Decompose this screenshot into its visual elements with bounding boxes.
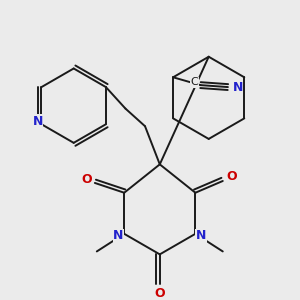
Text: O: O [226,169,237,183]
Text: O: O [82,172,92,185]
Text: N: N [232,81,243,94]
Text: N: N [113,229,124,242]
Text: N: N [32,115,43,128]
Text: O: O [154,287,165,300]
Text: C: C [191,77,199,87]
Text: N: N [196,229,206,242]
